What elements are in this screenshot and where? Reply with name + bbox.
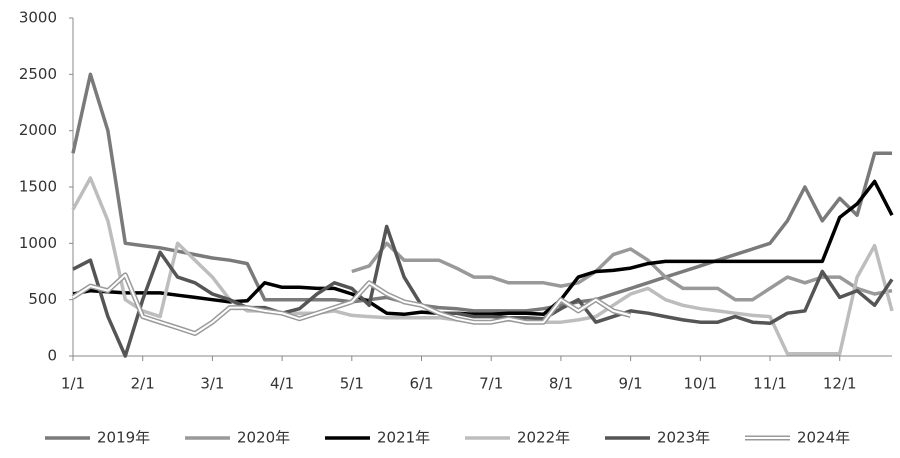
series-line [71, 176, 894, 356]
series-line [72, 179, 894, 317]
legend-label: 2020年 [237, 429, 290, 447]
series-line [72, 224, 894, 358]
x-tick-label: 12/1 [823, 375, 857, 393]
y-tick-label: 1000 [19, 234, 57, 252]
x-tick-label: 11/1 [753, 375, 787, 393]
x-tick-label: 1/1 [61, 375, 85, 393]
legend-label: 2023年 [657, 429, 710, 447]
x-tick-label: 7/1 [479, 375, 503, 393]
y-tick-label: 500 [28, 290, 57, 308]
x-tick-label: 5/1 [340, 375, 364, 393]
legend-label: 2021年 [377, 429, 430, 447]
legend-label: 2024年 [797, 429, 850, 447]
x-tick-label: 9/1 [619, 375, 643, 393]
y-tick-label: 3000 [19, 9, 57, 27]
x-tick-label: 10/1 [683, 375, 717, 393]
x-tick-label: 4/1 [270, 375, 294, 393]
legend-label: 2019年 [97, 429, 150, 447]
x-tick-label: 2/1 [131, 375, 155, 393]
x-tick-label: 6/1 [409, 375, 433, 393]
y-tick-label: 0 [47, 347, 57, 365]
x-tick-label: 3/1 [200, 375, 224, 393]
x-tick-label: 8/1 [549, 375, 573, 393]
y-tick-label: 2500 [19, 65, 57, 83]
legend-label: 2022年 [517, 429, 570, 447]
y-tick-label: 1500 [19, 178, 57, 196]
series-line [351, 241, 893, 302]
series-line [72, 273, 631, 335]
y-tick-label: 2000 [19, 121, 57, 139]
series-line [71, 72, 892, 313]
